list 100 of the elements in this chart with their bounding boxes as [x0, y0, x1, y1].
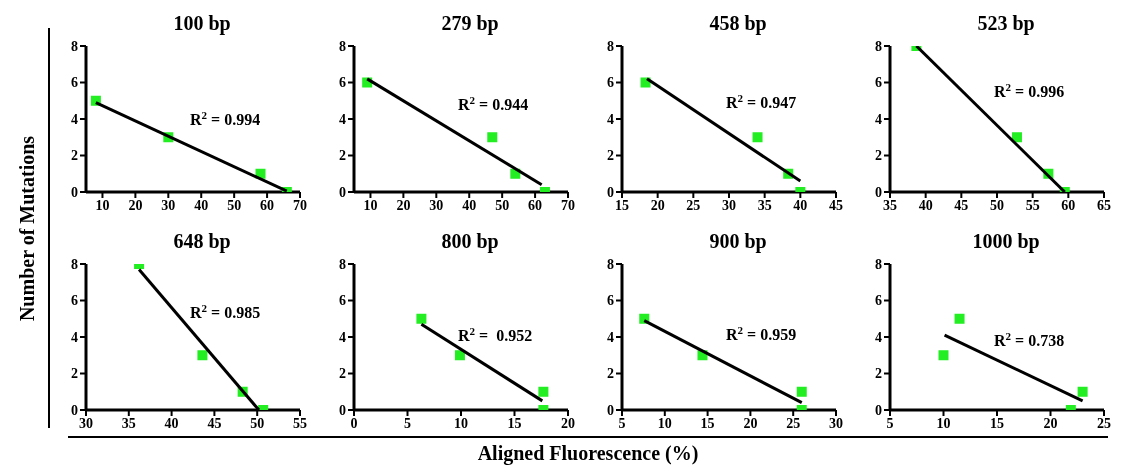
x-tick-label: 50	[990, 197, 1004, 213]
x-tick-label: 10	[657, 415, 672, 431]
y-tick-label: 4	[71, 111, 78, 127]
y-tick-label: 4	[607, 111, 614, 127]
x-tick-label: 20	[561, 415, 575, 431]
x-tick-label: 35	[883, 197, 897, 213]
x-tick-label: 45	[954, 197, 969, 213]
x-tick-label: 30	[79, 415, 93, 431]
x-tick-label: 55	[293, 415, 307, 431]
x-tick-label: 30	[161, 197, 176, 213]
x-tick-label: 60	[528, 197, 543, 213]
y-tick-label: 2	[875, 366, 882, 382]
y-tick-label: 4	[71, 329, 78, 345]
y-tick-label: 4	[339, 329, 346, 345]
x-tick-label: 35	[121, 415, 136, 431]
y-tick-label: 4	[607, 329, 614, 345]
point	[1077, 386, 1088, 397]
x-tick-label: 10	[454, 415, 468, 431]
x-tick-label: 50	[495, 197, 510, 213]
point	[938, 350, 949, 361]
x-tick-label: 20	[650, 197, 665, 213]
y-tick-label: 6	[607, 293, 614, 309]
y-tick-label: 0	[71, 402, 78, 418]
x-tick-label: 55	[1025, 197, 1040, 213]
chart-title: 800 bp	[440, 229, 500, 255]
x-tick-label: 15	[507, 415, 522, 431]
x-tick-label: 65	[1097, 197, 1111, 213]
x-tick-label: 45	[207, 415, 222, 431]
chart-title: 523 bp	[976, 11, 1036, 37]
y-tick-label: 2	[71, 366, 78, 382]
y-tick-label: 0	[339, 184, 346, 200]
point	[752, 132, 763, 143]
x-tick-label: 10	[936, 415, 951, 431]
x-tick-label: 15	[700, 415, 715, 431]
annotation: R$^{2}$ = 0.959	[726, 323, 797, 343]
y-tick-label: 0	[71, 184, 78, 200]
x-tick-label: 20	[743, 415, 758, 431]
chart-title: 1000 bp	[971, 229, 1041, 255]
point	[197, 350, 208, 361]
x-tick-label: 40	[793, 197, 808, 213]
annotation: R$^{2}$ = 0.947	[726, 91, 797, 111]
x-tick-label: 60	[1061, 197, 1076, 213]
x-tick-label: 60	[260, 197, 275, 213]
point	[538, 386, 549, 397]
x-tick-label: 20	[128, 197, 143, 213]
x-tick-label: 30	[722, 197, 736, 213]
annotation: R$^{2}$ = 0.738	[994, 330, 1065, 350]
point	[954, 313, 965, 324]
x-tick-label: 30	[829, 415, 843, 431]
x-tick-label: 70	[561, 197, 575, 213]
y-tick-label: 0	[607, 402, 614, 418]
y-tick-label: 8	[875, 38, 882, 54]
x-tick-label: 10	[363, 197, 378, 213]
y-tick-label: 8	[607, 38, 614, 54]
x-tick-label: 40	[462, 197, 477, 213]
y-tick-label: 6	[71, 293, 78, 309]
y-tick-label: 4	[339, 111, 346, 127]
chart-title: 648 bp	[172, 229, 232, 255]
annotation: R$^{2}$ = 0.994	[190, 108, 261, 128]
x-tick-label: 40	[918, 197, 933, 213]
x-tick-label: 40	[164, 415, 179, 431]
point	[796, 386, 807, 397]
y-tick-label: 2	[339, 148, 346, 164]
y-tick-label: 8	[71, 38, 78, 54]
x-tick-label: 0	[350, 415, 358, 431]
y-tick-label: 6	[607, 75, 614, 91]
y-tick-label: 0	[875, 184, 882, 200]
y-tick-label: 4	[875, 329, 882, 345]
y-tick-label: 8	[339, 38, 346, 54]
y-axis-title: Number of Mutations	[16, 135, 40, 321]
x-tick-label: 35	[757, 197, 772, 213]
y-tick-label: 6	[339, 75, 346, 91]
x-tick-label: 40	[194, 197, 209, 213]
y-tick-label: 6	[339, 293, 346, 309]
chart-title: 100 bp	[172, 11, 232, 37]
x-tick-label: 25	[786, 415, 801, 431]
y-tick-label: 8	[71, 256, 78, 272]
y-tick-label: 2	[875, 148, 882, 164]
x-tick-label: 25	[686, 197, 701, 213]
x-tick-label: 5	[886, 415, 894, 431]
y-tick-label: 2	[607, 148, 614, 164]
x-tick-label: 5	[404, 415, 411, 431]
y-tick-label: 6	[875, 293, 882, 309]
y-tick-label: 6	[71, 75, 78, 91]
y-tick-label: 2	[339, 366, 346, 382]
x-tick-label: 20	[1043, 415, 1058, 431]
annotation: R$^{2}$ = 0.952	[458, 324, 533, 344]
x-tick-label: 15	[990, 415, 1004, 431]
y-tick-label: 0	[875, 402, 882, 418]
x-tick-label: 15	[615, 197, 629, 213]
x-tick-label: 50	[227, 197, 242, 213]
x-tick-label: 25	[1097, 415, 1111, 431]
point	[454, 350, 465, 361]
point	[487, 132, 498, 143]
y-tick-label: 8	[875, 256, 882, 272]
x-axis-title: Aligned Fluorescence (%)	[68, 436, 1108, 465]
chart-title: 900 bp	[708, 229, 768, 255]
x-tick-label: 70	[293, 197, 307, 213]
chart-title: 279 bp	[440, 11, 500, 37]
x-tick-label: 10	[95, 197, 110, 213]
